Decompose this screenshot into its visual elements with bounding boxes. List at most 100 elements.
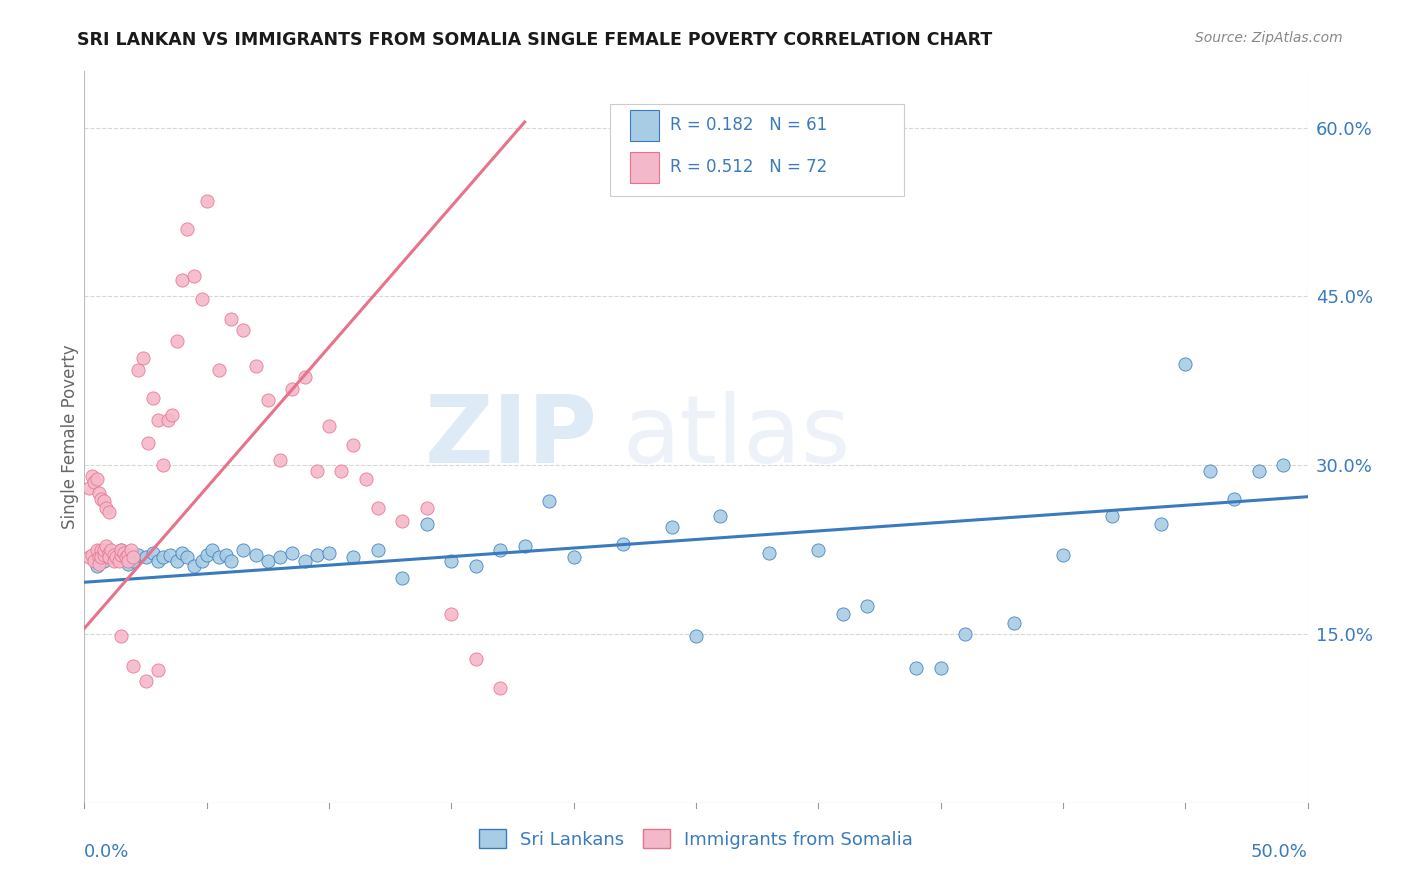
Point — [195, 548, 218, 562]
Text: ZIP: ZIP — [425, 391, 598, 483]
Point — [80, 548, 103, 562]
Point — [176, 550, 198, 565]
Point — [127, 362, 149, 376]
Point — [440, 554, 463, 568]
Point — [1150, 516, 1173, 531]
Point — [195, 194, 218, 208]
Point — [93, 548, 115, 562]
Point — [354, 472, 377, 486]
Point — [807, 542, 830, 557]
Point — [391, 571, 413, 585]
Point — [77, 550, 100, 565]
Point — [905, 661, 928, 675]
FancyBboxPatch shape — [630, 110, 659, 141]
Text: 50.0%: 50.0% — [1251, 843, 1308, 861]
Point — [172, 546, 194, 560]
Point — [117, 548, 139, 562]
FancyBboxPatch shape — [630, 152, 659, 183]
Point — [162, 408, 184, 422]
Point — [96, 500, 118, 515]
Point — [97, 546, 120, 560]
Point — [135, 674, 157, 689]
Point — [122, 658, 145, 673]
Point — [90, 550, 112, 565]
Text: R = 0.182   N = 61: R = 0.182 N = 61 — [671, 116, 828, 135]
Point — [166, 554, 188, 568]
Point — [191, 554, 214, 568]
Point — [1052, 548, 1074, 562]
Point — [117, 554, 139, 568]
Point — [215, 548, 238, 562]
Point — [152, 458, 174, 473]
Point — [90, 542, 112, 557]
Point — [87, 486, 110, 500]
Point — [269, 550, 291, 565]
Point — [83, 554, 105, 568]
Point — [294, 554, 316, 568]
Point — [342, 438, 364, 452]
Legend: Sri Lankans, Immigrants from Somalia: Sri Lankans, Immigrants from Somalia — [471, 822, 921, 856]
Point — [831, 607, 853, 621]
Point — [117, 558, 139, 572]
Point — [305, 548, 328, 562]
Point — [93, 494, 115, 508]
Point — [1198, 464, 1220, 478]
Point — [1174, 357, 1197, 371]
Point — [183, 559, 205, 574]
Point — [562, 550, 585, 565]
Point — [87, 550, 110, 565]
Point — [115, 550, 138, 565]
Point — [172, 272, 194, 286]
Point — [219, 312, 242, 326]
Point — [232, 542, 254, 557]
Point — [367, 500, 389, 515]
Text: Source: ZipAtlas.com: Source: ZipAtlas.com — [1195, 31, 1343, 45]
Point — [110, 542, 132, 557]
Point — [856, 599, 879, 613]
Point — [135, 550, 157, 565]
Text: 0.0%: 0.0% — [84, 843, 129, 861]
Point — [367, 542, 389, 557]
Y-axis label: Single Female Poverty: Single Female Poverty — [62, 345, 80, 529]
Point — [86, 559, 108, 574]
Point — [93, 542, 115, 557]
Point — [136, 435, 159, 450]
Point — [661, 520, 683, 534]
Point — [191, 292, 214, 306]
Point — [122, 554, 145, 568]
Point — [281, 382, 304, 396]
Point — [146, 554, 169, 568]
Point — [257, 554, 280, 568]
Point — [97, 506, 120, 520]
Point — [127, 548, 149, 562]
Point — [120, 542, 142, 557]
Point — [464, 559, 486, 574]
Point — [1002, 615, 1025, 630]
Point — [87, 558, 110, 572]
Point — [103, 550, 125, 565]
Point — [96, 539, 118, 553]
Text: R = 0.512   N = 72: R = 0.512 N = 72 — [671, 158, 828, 177]
Point — [709, 508, 731, 523]
Point — [1247, 464, 1270, 478]
Point — [97, 550, 120, 565]
Point — [105, 550, 128, 565]
Point — [464, 652, 486, 666]
Point — [953, 627, 976, 641]
Point — [112, 546, 135, 560]
Point — [86, 472, 108, 486]
Point — [489, 542, 512, 557]
Point — [245, 359, 267, 374]
Point — [142, 546, 165, 560]
Point — [281, 546, 304, 560]
Point — [183, 269, 205, 284]
Point — [176, 222, 198, 236]
Point — [83, 475, 105, 489]
FancyBboxPatch shape — [610, 104, 904, 195]
Point — [416, 516, 439, 531]
Point — [330, 464, 353, 478]
Point — [77, 481, 100, 495]
Point — [152, 550, 174, 565]
Point — [103, 554, 125, 568]
Point — [269, 452, 291, 467]
